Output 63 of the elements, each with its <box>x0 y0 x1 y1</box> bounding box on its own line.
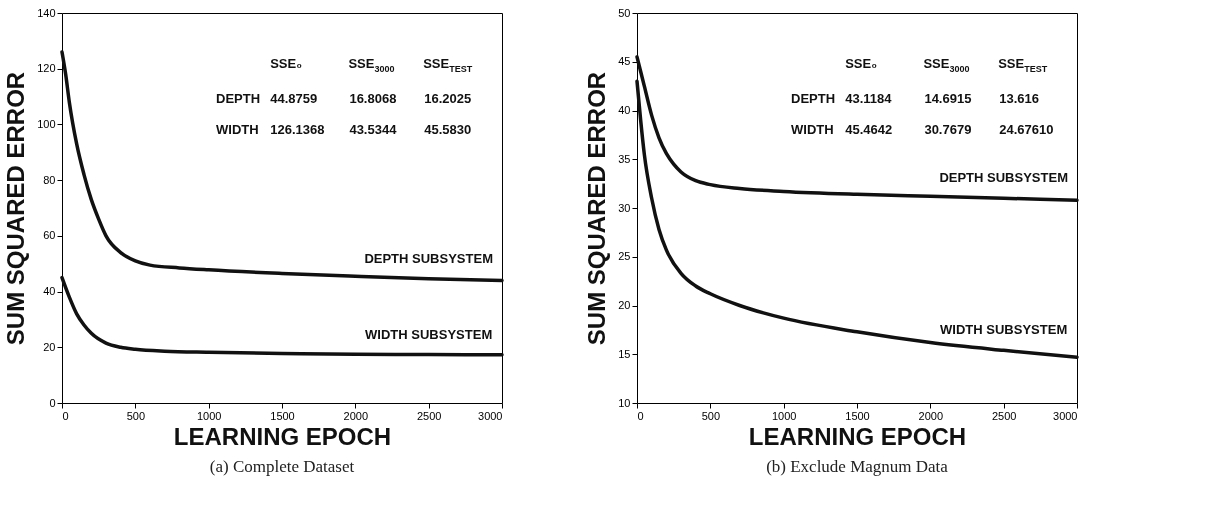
y-tick-label: 40 <box>618 104 631 116</box>
y-tick-label: 35 <box>618 152 631 165</box>
y-axis-title: SUM SQUARED ERROR <box>583 71 611 346</box>
y-tick-label: 40 <box>43 285 56 298</box>
line-series <box>635 55 1079 202</box>
annotation: 24.67610 <box>999 122 1054 137</box>
series-label: WIDTH SUBSYSTEM <box>940 322 1068 338</box>
line-series <box>60 275 504 357</box>
x-tick-label: 2000 <box>918 409 944 422</box>
y-tick-label: 30 <box>618 201 631 214</box>
x-tick-label: 0 <box>637 409 644 422</box>
annotation: 43.1184 <box>845 90 893 106</box>
x-tick-label: 1500 <box>845 409 870 422</box>
annotation: 45.4642 <box>845 122 893 137</box>
annotation: DEPTH <box>791 90 836 106</box>
y-tick-label: 25 <box>618 250 631 263</box>
y-tick-label: 20 <box>43 340 56 353</box>
x-tick-label: 1000 <box>196 409 222 422</box>
annotation: 45.5830 <box>424 122 472 137</box>
x-tick-label: 3000 <box>478 409 503 422</box>
y-axis-title: SUM SQUARED ERROR <box>2 71 30 346</box>
annotation: SSE₀ <box>845 55 878 71</box>
y-tick-label: 50 <box>618 6 631 19</box>
y-tick-label: 80 <box>43 173 56 186</box>
x-tick-label: 500 <box>701 409 721 422</box>
line-series <box>60 50 504 283</box>
text: (b) Exclude Magnum Data <box>766 457 949 476</box>
annotation: 14.6915 <box>924 90 972 106</box>
x-tick-label: 2500 <box>416 409 442 422</box>
y-tick-label: 0 <box>49 396 56 409</box>
annotation: 16.2025 <box>424 90 472 106</box>
annotation: 13.616 <box>999 90 1039 106</box>
series-label: DEPTH SUBSYSTEM <box>364 250 493 266</box>
y-tick-label: 45 <box>618 55 631 68</box>
y-tick-label: 15 <box>618 347 631 360</box>
series-label: WIDTH SUBSYSTEM <box>365 326 493 342</box>
annotation: WIDTH <box>216 122 259 137</box>
x-tick-label: 3000 <box>1053 409 1078 422</box>
annotation: 30.7679 <box>924 122 972 137</box>
annotation: 16.8068 <box>349 90 397 106</box>
y-tick-label: 100 <box>37 117 56 130</box>
y-tick-label: 140 <box>37 6 56 19</box>
annotation: 43.5344 <box>349 122 398 137</box>
x-tick-label: 0 <box>62 409 69 422</box>
x-tick-label: 2500 <box>991 409 1017 422</box>
annotation: DEPTH <box>216 90 261 106</box>
x-axis-title: LEARNING EPOCH <box>173 422 392 450</box>
y-tick-label: 20 <box>618 299 631 311</box>
x-tick-label: 500 <box>126 409 146 422</box>
y-tick-label: 10 <box>618 396 631 409</box>
text: (a) Complete Dataset <box>209 457 355 476</box>
y-tick-label: 60 <box>43 229 56 242</box>
x-axis-title: LEARNING EPOCH <box>748 422 967 450</box>
annotation: 44.8759 <box>270 90 318 106</box>
annotation: SSE₀ <box>270 55 303 71</box>
annotation: WIDTH <box>791 122 834 137</box>
x-tick-label: 1500 <box>270 409 295 422</box>
y-tick-label: 120 <box>37 62 56 75</box>
series-label: DEPTH SUBSYSTEM <box>939 170 1068 186</box>
x-tick-label: 1000 <box>771 409 797 422</box>
x-tick-label: 2000 <box>343 409 369 422</box>
line-series <box>635 79 1079 359</box>
annotation: 126.1368 <box>270 122 325 137</box>
